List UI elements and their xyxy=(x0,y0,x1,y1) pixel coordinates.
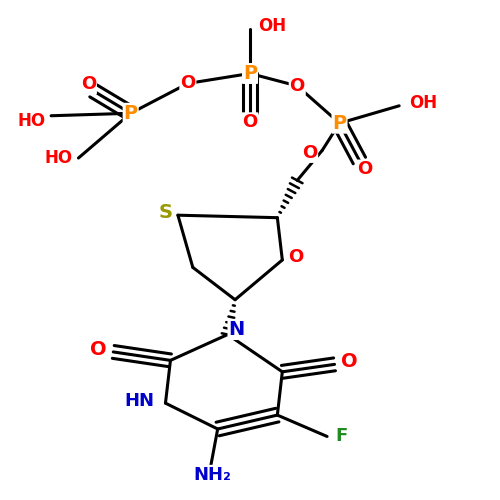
Text: O: O xyxy=(356,160,372,178)
Text: N: N xyxy=(228,320,244,339)
Text: S: S xyxy=(158,203,172,222)
Text: O: O xyxy=(302,144,318,162)
Text: O: O xyxy=(180,74,196,92)
Text: O: O xyxy=(288,248,304,266)
Text: F: F xyxy=(336,428,348,446)
Text: O: O xyxy=(242,113,258,131)
Text: HO: HO xyxy=(17,112,46,130)
Text: OH: OH xyxy=(409,94,437,112)
Text: NH₂: NH₂ xyxy=(194,466,232,483)
Text: O: O xyxy=(81,76,96,94)
Text: HO: HO xyxy=(44,149,72,167)
Text: P: P xyxy=(243,64,257,83)
Text: OH: OH xyxy=(258,17,286,35)
Text: P: P xyxy=(124,104,138,123)
Text: HN: HN xyxy=(124,392,154,409)
Text: P: P xyxy=(332,114,346,132)
Text: O: O xyxy=(341,352,358,372)
Text: O: O xyxy=(90,340,106,359)
Text: O: O xyxy=(290,77,305,95)
